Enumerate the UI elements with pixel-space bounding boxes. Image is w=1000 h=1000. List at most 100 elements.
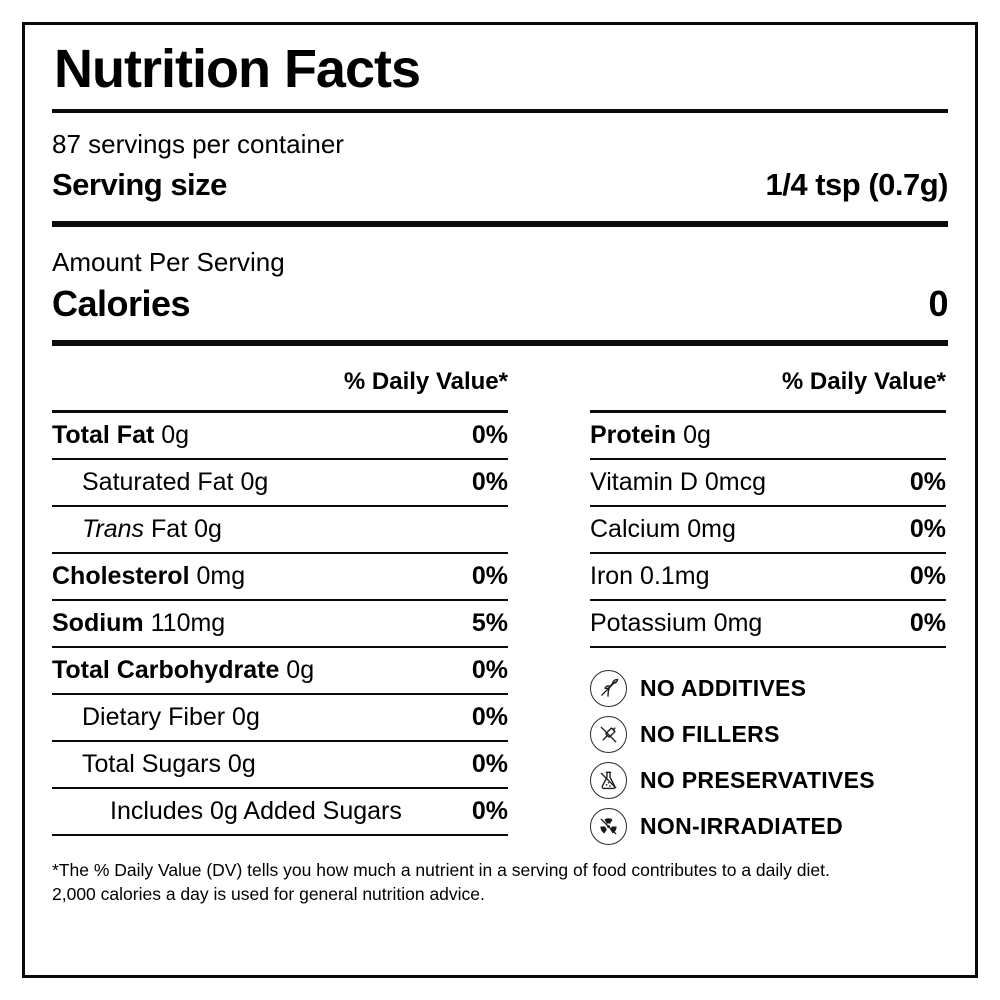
nutrient-row: Sodium 110mg 5% bbox=[52, 601, 508, 648]
nutrient-name-amount: Includes 0g Added Sugars bbox=[110, 797, 402, 826]
daily-value-percent: 0% bbox=[471, 561, 508, 590]
nutrient-amount: 110mg bbox=[150, 608, 226, 637]
nutrient-row: Cholesterol 0mg 0% bbox=[52, 554, 508, 601]
nutrient-row: Total Carbohydrate 0g 0% bbox=[52, 648, 508, 695]
amount-per-serving-label: Amount Per Serving bbox=[52, 246, 285, 277]
claim-badge: NON-IRRADIATED bbox=[590, 807, 946, 845]
nutrient-row: Vitamin D 0mcg 0% bbox=[590, 460, 946, 507]
daily-value-percent: 0% bbox=[471, 702, 508, 731]
no-fillers-syringe-icon bbox=[590, 715, 627, 753]
daily-value-percent: 5% bbox=[471, 608, 508, 637]
nutrient-name: Saturated Fat bbox=[82, 467, 234, 496]
calories-row: Calories 0 bbox=[52, 283, 948, 325]
nutrient-row: Total Fat 0g 0% bbox=[52, 413, 508, 460]
serving-size-row: Serving size 1/4 tsp (0.7g) bbox=[52, 167, 948, 203]
nutrient-name: Cholesterol bbox=[52, 561, 190, 590]
claim-badge-label: NO FILLERS bbox=[640, 720, 780, 747]
nutrient-column-left: % Daily Value* Total Fat 0g 0% Saturated F… bbox=[52, 360, 508, 845]
nutrient-amount: 0mg bbox=[196, 561, 246, 590]
title-divider bbox=[52, 108, 948, 113]
claim-badge-label: NO ADDITIVES bbox=[640, 674, 807, 701]
nutrient-row: Calcium 0mg 0% bbox=[590, 507, 946, 554]
no-additives-leaf-icon bbox=[590, 669, 627, 707]
daily-value-header-right: % Daily Value* bbox=[590, 360, 946, 413]
footnote-line-2: 2,000 calories a day is used for general… bbox=[52, 884, 485, 905]
nutrient-column-right: % Daily Value* Protein 0g Vitamin D 0mcg 0… bbox=[590, 360, 946, 845]
daily-value-percent: 0% bbox=[909, 467, 946, 496]
nutrient-name-amount: Total Fat 0g bbox=[52, 421, 189, 450]
calories-divider bbox=[52, 339, 948, 346]
nutrient-amount: 0.1mg bbox=[640, 561, 710, 590]
nutrient-amount: 0mg bbox=[687, 514, 736, 543]
nutrient-amount: 0g bbox=[161, 420, 190, 449]
claim-badges: NO ADDITIVES NO FILLERS NO PRESERVATIVES NO… bbox=[590, 669, 946, 845]
nutrient-name: Sodium bbox=[52, 608, 144, 637]
nutrient-amount: 0g bbox=[286, 655, 315, 684]
nutrient-amount: 0g bbox=[683, 420, 711, 449]
nutrient-name-amount: Sodium 110mg bbox=[52, 609, 225, 638]
nutrient-amount: 0mcg bbox=[704, 467, 767, 496]
nutrient-row: Trans Fat 0g bbox=[52, 507, 508, 554]
nutrient-name: Dietary Fiber bbox=[82, 702, 226, 731]
nutrient-amount: 0g bbox=[227, 749, 256, 778]
nutrient-amount: 0mg bbox=[713, 608, 763, 637]
nutrient-name-amount: Trans Fat 0g bbox=[82, 515, 222, 544]
daily-value-percent: 0% bbox=[471, 749, 508, 778]
servings-per-container: 87 servings per container bbox=[52, 128, 344, 159]
nutrient-name: Total Carbohydrate bbox=[52, 655, 280, 684]
nutrient-name-amount: Protein 0g bbox=[590, 421, 711, 450]
label-title: Nutrition Facts bbox=[54, 39, 421, 99]
daily-value-percent: 0% bbox=[909, 608, 946, 637]
daily-value-percent: 0% bbox=[471, 467, 508, 496]
daily-value-percent: 0% bbox=[909, 514, 946, 543]
nutrient-name-amount: Dietary Fiber 0g bbox=[82, 703, 260, 732]
calories-label: Calories bbox=[52, 282, 191, 324]
nutrient-name-amount: Vitamin D 0mcg bbox=[590, 468, 766, 497]
nutrient-rows-left: Total Fat 0g 0% Saturated Fat 0g 0% Trans Fa… bbox=[52, 413, 508, 836]
daily-value-header-left: % Daily Value* bbox=[52, 360, 508, 413]
nutrient-row: Iron 0.1mg 0% bbox=[590, 554, 946, 601]
serving-size-value: 1/4 tsp (0.7g) bbox=[765, 166, 949, 202]
daily-value-percent: 0% bbox=[471, 796, 508, 825]
claim-badge-label: NO PRESERVATIVES bbox=[640, 766, 875, 793]
serving-size-label: Serving size bbox=[52, 166, 227, 202]
daily-value-footnote: *The % Daily Value (DV) tells you how mu… bbox=[52, 858, 948, 907]
nutrient-name: Total Fat bbox=[52, 420, 155, 449]
nutrient-row: Includes 0g Added Sugars 0% bbox=[52, 789, 508, 836]
nutrient-row: Potassium 0mg 0% bbox=[590, 601, 946, 648]
claim-badge-label: NON-IRRADIATED bbox=[640, 812, 844, 839]
nutrient-columns: % Daily Value* Total Fat 0g 0% Saturated F… bbox=[52, 360, 948, 845]
daily-value-percent: 0% bbox=[909, 561, 946, 590]
nutrient-name: Potassium bbox=[590, 608, 707, 637]
daily-value-percent: 0% bbox=[471, 655, 508, 684]
nutrient-amount: 0g bbox=[240, 467, 269, 496]
nutrient-name: Total Sugars bbox=[82, 749, 221, 778]
nutrient-name: Iron bbox=[590, 561, 634, 590]
nutrition-facts-label: Nutrition Facts 87 servings per containe… bbox=[22, 22, 978, 978]
nutrient-name: Calcium bbox=[590, 514, 681, 543]
serving-divider bbox=[52, 220, 948, 227]
nutrient-name-amount: Iron 0.1mg bbox=[590, 562, 710, 591]
no-preservatives-flask-icon bbox=[590, 761, 627, 799]
nutrient-name: Trans bbox=[82, 514, 145, 543]
nutrient-row: Protein 0g bbox=[590, 413, 946, 460]
nutrient-row: Saturated Fat 0g 0% bbox=[52, 460, 508, 507]
nutrient-name-amount: Saturated Fat 0g bbox=[82, 468, 268, 497]
claim-badge: NO FILLERS bbox=[590, 715, 946, 753]
claim-badge: NO ADDITIVES bbox=[590, 669, 946, 707]
nutrient-name-amount: Cholesterol 0mg bbox=[52, 562, 245, 591]
non-irradiated-radiation-icon bbox=[590, 807, 627, 845]
daily-value-percent: 0% bbox=[471, 420, 508, 449]
nutrient-row: Total Sugars 0g 0% bbox=[52, 742, 508, 789]
nutrient-name: Vitamin D bbox=[590, 467, 698, 496]
calories-value: 0 bbox=[928, 282, 948, 324]
nutrient-row: Dietary Fiber 0g 0% bbox=[52, 695, 508, 742]
nutrient-name-amount: Calcium 0mg bbox=[590, 515, 736, 544]
nutrient-name: Protein bbox=[590, 420, 677, 449]
nutrient-rows-right: Protein 0g Vitamin D 0mcg 0% Calcium 0mg 0% I… bbox=[590, 413, 946, 648]
nutrient-name-amount: Total Sugars 0g bbox=[82, 750, 256, 779]
nutrient-name-amount: Total Carbohydrate 0g bbox=[52, 656, 314, 685]
nutrient-amount: Fat 0g bbox=[151, 514, 222, 543]
nutrient-name-amount: Potassium 0mg bbox=[590, 609, 762, 638]
claim-badge: NO PRESERVATIVES bbox=[590, 761, 946, 799]
